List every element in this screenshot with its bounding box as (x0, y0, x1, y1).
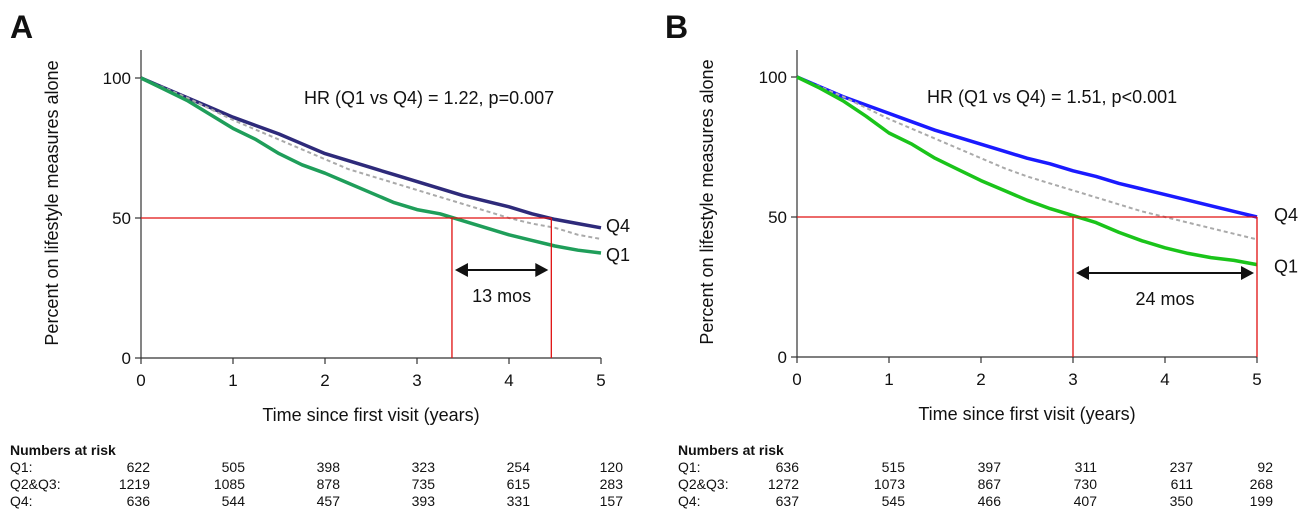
risk-cell-a-1-5: 283 (599, 476, 623, 492)
risk-cell-a-2-3: 393 (411, 493, 435, 509)
panel-a: A 0 1 2 3 4 5 0 50 100 Time since first visit (yea… (10, 9, 630, 509)
arrow-head-left-a (454, 263, 468, 277)
risk-cell-a-1-2: 878 (316, 476, 340, 492)
risk-cell-b-0-5: 92 (1257, 459, 1273, 475)
risk-cell-b-2-1: 545 (881, 493, 905, 509)
risk-row-label-b-0: Q1: (678, 459, 701, 475)
series-end-label-b-q1: Q1 (1274, 257, 1298, 277)
y-tick-label-b-2: 100 (759, 68, 787, 87)
numbers-at-risk-title-b: Numbers at risk (678, 442, 784, 458)
arrow-head-right-b (1241, 266, 1254, 280)
series-end-label-a-q4: Q4 (606, 216, 630, 236)
risk-cell-a-2-5: 157 (599, 493, 623, 509)
risk-row-label-a-0: Q1: (10, 459, 33, 475)
x-tick-label-a-4: 4 (504, 371, 513, 390)
risk-cell-b-2-2: 466 (977, 493, 1001, 509)
risk-cell-a-2-2: 457 (316, 493, 340, 509)
risk-cell-b-1-5: 268 (1249, 476, 1273, 492)
series-line-a-q2q3 (140, 77, 602, 240)
arrow-head-right-a (535, 263, 549, 277)
x-axis-label-a: Time since first visit (years) (262, 405, 479, 425)
risk-cell-a-1-1: 1085 (213, 476, 245, 492)
risk-cell-a-0-2: 398 (316, 459, 340, 475)
risk-cell-b-0-0: 636 (775, 459, 799, 475)
risk-cell-a-2-1: 544 (221, 493, 245, 509)
numbers-at-risk-title-a: Numbers at risk (10, 442, 116, 458)
risk-cell-b-2-0: 637 (775, 493, 799, 509)
x-tick-label-a-0: 0 (136, 371, 145, 390)
x-tick-label-a-3: 3 (412, 371, 421, 390)
panel-label-a: A (10, 9, 33, 45)
y-tick-label-b-1: 50 (768, 208, 787, 227)
x-tick-label-a-1: 1 (228, 371, 237, 390)
x-axis-label-b: Time since first visit (years) (918, 404, 1135, 424)
x-tick-label-b-2: 2 (976, 370, 985, 389)
series-end-label-b-q4: Q4 (1274, 205, 1298, 225)
x-tick-label-a-2: 2 (320, 371, 329, 390)
risk-cell-b-1-0: 1272 (767, 476, 799, 492)
y-axis-label-b: Percent on lifestyle measures alone (697, 59, 717, 344)
risk-cell-a-0-1: 505 (221, 459, 245, 475)
y-tick-label-a-1: 50 (112, 209, 131, 228)
risk-cell-b-2-3: 407 (1073, 493, 1097, 509)
series-end-label-a-q1: Q1 (606, 245, 630, 265)
risk-cell-b-1-2: 867 (977, 476, 1001, 492)
risk-row-label-b-2: Q4: (678, 493, 701, 509)
risk-cell-b-2-5: 199 (1249, 493, 1273, 509)
risk-cell-a-0-0: 622 (126, 459, 150, 475)
series-line-b-q2q3 (796, 76, 1258, 241)
y-tick-label-a-0: 0 (122, 349, 131, 368)
series-line-a-q4 (140, 76, 602, 230)
median-diff-label-b: 24 mos (1135, 289, 1194, 309)
arrow-head-left-b (1076, 266, 1089, 280)
panel-b: B 0 1 2 3 4 5 0 50 100 Time since first visit (yea… (655, 0, 1303, 525)
y-axis-label-a: Percent on lifestyle measures alone (42, 60, 62, 345)
risk-cell-b-0-2: 397 (977, 459, 1001, 475)
series-line-a-q1 (140, 76, 602, 255)
risk-cell-a-2-0: 636 (126, 493, 150, 509)
risk-cell-b-0-4: 237 (1169, 459, 1193, 475)
risk-cell-b-1-1: 1073 (873, 476, 905, 492)
x-tick-label-a-5: 5 (596, 371, 605, 390)
risk-cell-b-1-4: 611 (1170, 476, 1193, 492)
risk-row-label-a-2: Q4: (10, 493, 33, 509)
median-diff-label-a: 13 mos (472, 286, 531, 306)
risk-cell-a-2-4: 331 (506, 493, 530, 509)
risk-cell-b-2-4: 350 (1169, 493, 1193, 509)
hr-annotation-a: HR (Q1 vs Q4) = 1.22, p=0.007 (304, 88, 554, 108)
x-tick-label-b-5: 5 (1252, 370, 1261, 389)
x-tick-label-b-4: 4 (1160, 370, 1169, 389)
x-tick-label-b-3: 3 (1068, 370, 1077, 389)
risk-cell-a-0-3: 323 (411, 459, 435, 475)
series-line-b-q1 (796, 75, 1258, 267)
risk-cell-b-1-3: 730 (1073, 476, 1097, 492)
risk-cell-a-1-3: 735 (411, 476, 435, 492)
series-line-b-q4 (796, 75, 1258, 219)
risk-cell-a-0-4: 254 (506, 459, 530, 475)
hr-annotation-b: HR (Q1 vs Q4) = 1.51, p<0.001 (927, 87, 1177, 107)
risk-row-label-a-1: Q2&Q3: (10, 476, 61, 492)
panel-label-b: B (665, 9, 688, 45)
y-tick-label-a-2: 100 (103, 69, 131, 88)
x-tick-label-b-0: 0 (792, 370, 801, 389)
risk-cell-a-1-4: 615 (506, 476, 530, 492)
risk-cell-a-0-5: 120 (599, 459, 623, 475)
risk-cell-b-0-3: 311 (1074, 459, 1097, 475)
risk-row-label-b-1: Q2&Q3: (678, 476, 729, 492)
y-tick-label-b-0: 0 (778, 348, 787, 367)
risk-cell-b-0-1: 515 (881, 459, 905, 475)
x-tick-label-b-1: 1 (884, 370, 893, 389)
risk-cell-a-1-0: 1219 (118, 476, 150, 492)
